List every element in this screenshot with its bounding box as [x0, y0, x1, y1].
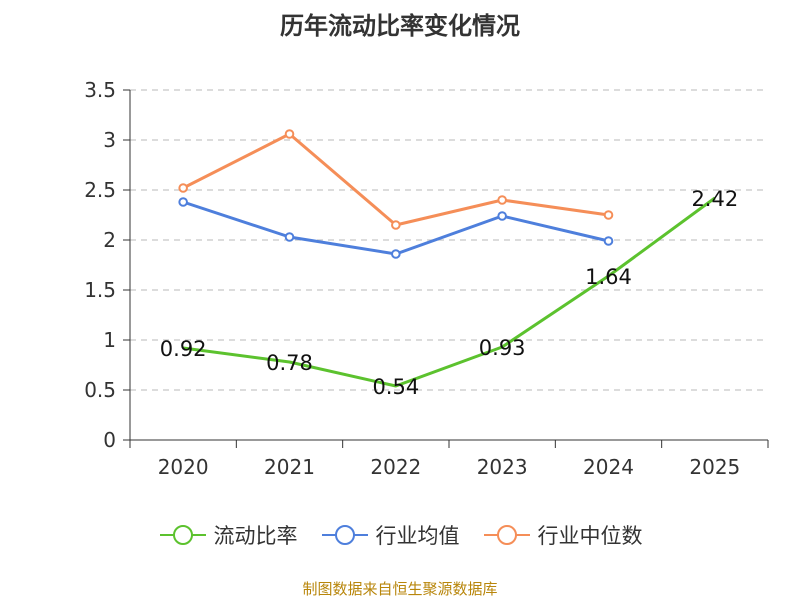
- x-tick-label: 2025: [689, 455, 740, 479]
- y-tick-label: 0.5: [84, 378, 116, 402]
- data-label: 1.64: [585, 265, 632, 289]
- legend-marker-industry-median-icon: [483, 525, 530, 545]
- y-tick-label: 2.5: [84, 178, 116, 202]
- data-point: [391, 220, 401, 230]
- y-tick-label: 3: [103, 128, 116, 152]
- legend: 流动比率 行业均值 行业中位数: [0, 520, 800, 550]
- x-tick-label: 2023: [477, 455, 528, 479]
- data-label: 0.78: [266, 351, 313, 375]
- source-note: 制图数据来自恒生聚源数据库: [302, 580, 498, 598]
- series-lines: [178, 129, 716, 388]
- data-label: 0.92: [160, 337, 207, 361]
- data-point: [497, 211, 507, 221]
- legend-item-current-ratio[interactable]: 流动比率: [158, 520, 298, 550]
- data-point: [284, 129, 295, 139]
- x-tick-label: 2021: [264, 455, 315, 479]
- legend-marker-industry-mean-icon: [321, 525, 368, 545]
- data-point: [178, 197, 188, 207]
- y-tick-label: 2: [103, 228, 116, 252]
- data-label: 0.54: [372, 375, 419, 399]
- data-point: [391, 249, 401, 259]
- legend-item-industry-median[interactable]: 行业中位数: [482, 520, 643, 550]
- data-point: [284, 232, 295, 242]
- y-tick-label: 0: [103, 428, 116, 452]
- data-label: 2.42: [691, 187, 738, 211]
- legend-label: 行业中位数: [537, 524, 643, 548]
- grid-lines: [130, 89, 768, 391]
- x-tick-label: 2020: [158, 455, 209, 479]
- axes: 0 0.5 1 1.5 2 2.5 3 3.5 2020 2021 2022 2023 2024 2025: [84, 78, 769, 479]
- x-tick-label: 2024: [583, 455, 634, 479]
- legend-marker-current-ratio-icon: [159, 525, 206, 545]
- chart-title: 历年流动比率变化情况: [280, 12, 520, 40]
- legend-label: 流动比率: [213, 524, 298, 548]
- data-point: [178, 183, 188, 193]
- x-tick-label: 2022: [370, 455, 421, 479]
- y-tick-label: 1.5: [84, 278, 116, 302]
- y-tick-label: 1: [103, 328, 116, 352]
- series-line-0: [182, 196, 716, 388]
- data-label: 0.93: [479, 336, 526, 360]
- data-point: [603, 210, 614, 220]
- legend-label: 行业均值: [375, 524, 460, 548]
- series-line-2: [182, 132, 609, 227]
- data-labels: 0.92 0.78 0.54 0.93 1.64 2.42: [160, 187, 738, 399]
- legend-item-industry-mean[interactable]: 行业均值: [320, 520, 460, 550]
- data-point: [603, 236, 614, 246]
- y-tick-label: 3.5: [84, 78, 116, 102]
- data-point: [497, 195, 507, 205]
